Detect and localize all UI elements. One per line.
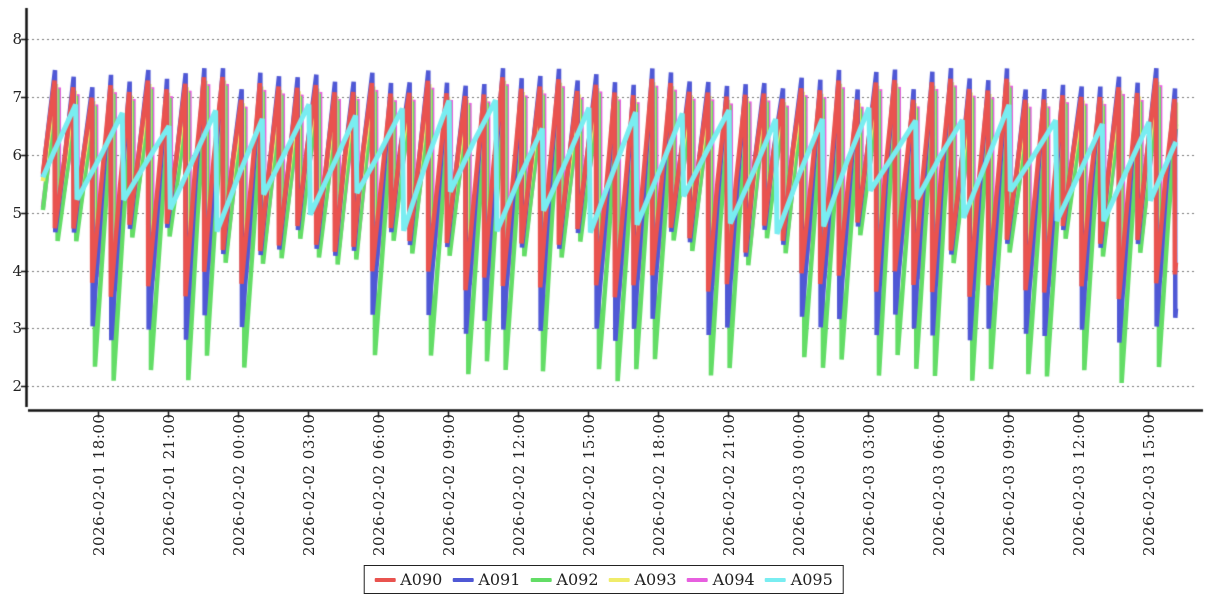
y-tick-label: 2 bbox=[12, 377, 22, 396]
x-tick-label: 2026-02-01 18:00 bbox=[90, 413, 108, 556]
legend-label-a090: A090 bbox=[400, 569, 443, 589]
x-tick-label: 2026-02-01 21:00 bbox=[160, 413, 178, 556]
legend-swatch-a090 bbox=[374, 577, 396, 582]
x-tick-label: 2026-02-03 00:00 bbox=[790, 413, 808, 556]
x-tick-label: 2026-02-03 15:00 bbox=[1140, 413, 1158, 556]
legend-swatch-a092 bbox=[530, 577, 552, 582]
legend-item-a094[interactable]: A094 bbox=[686, 569, 755, 589]
x-tick-label: 2026-02-02 21:00 bbox=[720, 413, 738, 556]
legend-swatch-a093 bbox=[608, 577, 630, 582]
x-tick-label: 2026-02-03 09:00 bbox=[1000, 413, 1018, 556]
legend-swatch-a091 bbox=[452, 577, 474, 582]
x-tick-label: 2026-02-02 18:00 bbox=[650, 413, 668, 556]
y-tick-label: 5 bbox=[12, 203, 22, 222]
x-tick-label: 2026-02-02 03:00 bbox=[300, 413, 318, 556]
x-tick-label: 2026-02-02 12:00 bbox=[510, 413, 528, 556]
x-tick-label: 2026-02-02 00:00 bbox=[230, 413, 248, 556]
x-tick-label: 2026-02-03 03:00 bbox=[860, 413, 878, 556]
legend-label-a094: A094 bbox=[712, 569, 755, 589]
legend-item-a090[interactable]: A090 bbox=[374, 569, 443, 589]
y-tick-label: 7 bbox=[12, 88, 22, 107]
legend-label-a092: A092 bbox=[556, 569, 599, 589]
x-tick-label: 2026-02-02 09:00 bbox=[440, 413, 458, 556]
legend-item-a092[interactable]: A092 bbox=[530, 569, 599, 589]
x-tick-label: 2026-02-02 15:00 bbox=[580, 413, 598, 556]
y-tick-label: 3 bbox=[12, 319, 22, 338]
y-tick-label: 6 bbox=[12, 145, 22, 164]
legend: A090 A091 A092 A093 A094 A095 bbox=[363, 565, 844, 594]
legend-label-a091: A091 bbox=[478, 569, 521, 589]
legend-swatch-a095 bbox=[764, 577, 786, 582]
x-tick-label: 2026-02-03 12:00 bbox=[1070, 413, 1088, 556]
legend-item-a091[interactable]: A091 bbox=[452, 569, 521, 589]
legend-swatch-a094 bbox=[686, 577, 708, 582]
legend-label-a095: A095 bbox=[790, 569, 833, 589]
x-tick-label: 2026-02-03 06:00 bbox=[930, 413, 948, 556]
legend-item-a093[interactable]: A093 bbox=[608, 569, 677, 589]
legend-label-a093: A093 bbox=[634, 569, 677, 589]
y-tick-label: 8 bbox=[12, 30, 22, 49]
legend-item-a095[interactable]: A095 bbox=[764, 569, 833, 589]
y-tick-label: 4 bbox=[12, 261, 22, 280]
x-tick-label: 2026-02-02 06:00 bbox=[370, 413, 388, 556]
